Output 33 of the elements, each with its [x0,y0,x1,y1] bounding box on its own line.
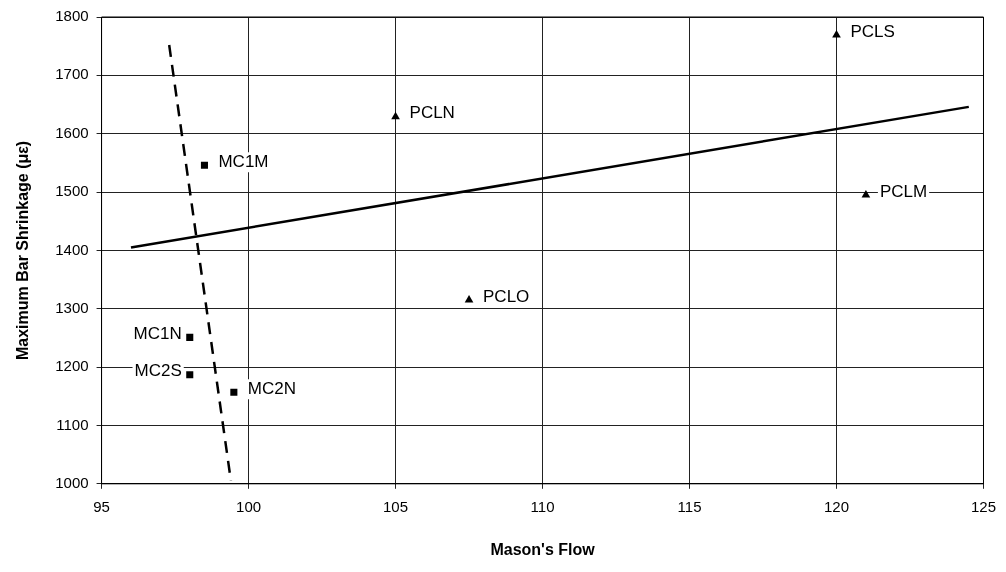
annotation: PCLM [879,181,928,201]
y-tick-label: 1100 [56,415,89,433]
annotation: PCLS [850,21,895,41]
annotation: MC2S [134,361,182,381]
annotation: PCLO [483,286,530,306]
annotation: MC1M [218,151,269,171]
x-tick-label: 115 [677,497,702,515]
point [186,333,194,341]
annotation: PCLN [409,103,455,123]
y-tick-label: 1000 [55,473,89,491]
y-tick-label: 1200 [55,357,89,375]
x-tick-label: 95 [93,497,110,515]
x-tick-label: 125 [970,497,996,515]
y-tick-label: 1800 [55,7,89,25]
x-tick-label: 120 [823,497,850,515]
point [832,30,841,38]
y-tick-label: 1300 [55,298,89,316]
y-tick-label: 1500 [55,182,89,200]
y-tick-label: 1600 [55,123,89,141]
point [186,371,194,379]
point [391,111,400,120]
x-axis-title: Mason's Flow [490,540,596,558]
y-tick-label: 1700 [55,65,89,83]
x-tick-label: 105 [383,497,409,515]
point [861,189,871,198]
x-tick-label: 100 [236,497,262,515]
y-tick-label: 1400 [55,240,89,258]
annotation: MC1N [133,324,182,344]
point [200,161,208,169]
y-axis-title: Maximum Bar Shrinkage (με) [14,140,32,361]
annotation: MC2N [247,378,297,398]
x-tick-label: 110 [530,497,555,515]
point [230,388,238,396]
